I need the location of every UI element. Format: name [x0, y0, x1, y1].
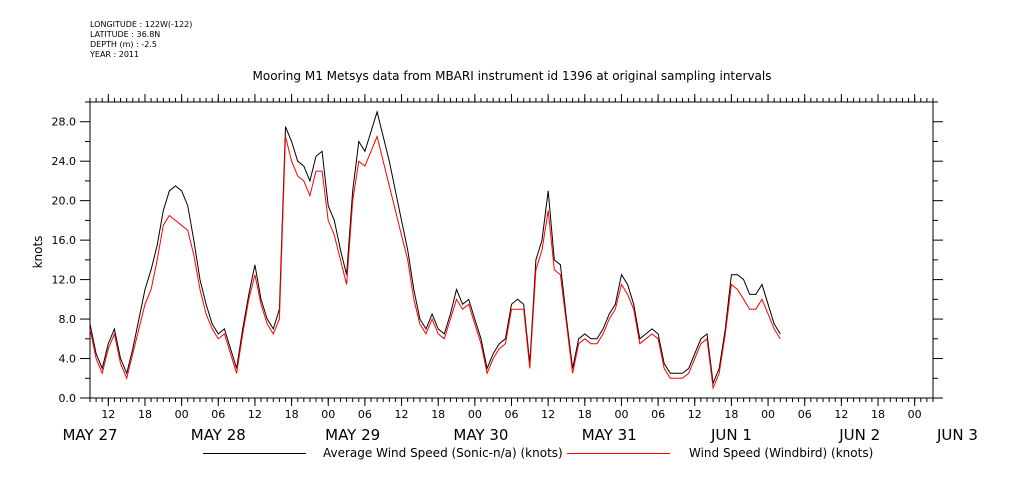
x-date-label: JUN 1 [710, 426, 752, 444]
x-tick-label: 18 [285, 408, 299, 421]
x-date-label: MAY 28 [191, 426, 246, 444]
x-tick-label: 06 [798, 408, 812, 421]
y-axis-label: knots [31, 236, 45, 269]
x-date-label: JUN 3 [936, 426, 978, 444]
depth-text: DEPTH (m) : -2.5 [90, 40, 157, 49]
legend-line-windbird [567, 453, 670, 454]
latitude-text: LATITUDE : 36.8N [90, 30, 161, 39]
x-date-label: MAY 29 [325, 426, 380, 444]
year-text: YEAR : 2011 [90, 50, 140, 59]
x-tick-label: 12 [688, 408, 702, 421]
x-tick-label: 00 [761, 408, 775, 421]
x-tick-label: 12 [101, 408, 115, 421]
x-tick-label: 12 [541, 408, 555, 421]
series-line-windbird [89, 134, 781, 391]
longitude-text: LONGITUDE : 122W(-122) [90, 20, 193, 29]
x-tick-label: 12 [834, 408, 848, 421]
x-tick-label: 06 [358, 408, 372, 421]
x-tick-label: 18 [578, 408, 592, 421]
y-tick-label: 12.0 [52, 274, 77, 287]
x-tick-label: 00 [614, 408, 628, 421]
x-tick-label: 00 [321, 408, 335, 421]
y-tick-label: 0.0 [59, 392, 77, 405]
x-tick-label: 00 [908, 408, 922, 421]
y-tick-label: 8.0 [59, 313, 77, 326]
x-tick-label: 12 [395, 408, 409, 421]
series-layer [89, 110, 781, 391]
x-tick-label: 18 [138, 408, 152, 421]
y-tick-label: 4.0 [59, 353, 77, 366]
x-tick-label: 18 [871, 408, 885, 421]
legend-label-average: Average Wind Speed (Sonic-n/a) (knots) [323, 446, 563, 460]
y-tick-label: 16.0 [52, 234, 77, 247]
x-date-label: JUN 2 [838, 426, 880, 444]
x-date-label: MAY 30 [453, 426, 508, 444]
x-date-label: MAY 27 [62, 426, 117, 444]
x-date-label: MAY 31 [582, 426, 637, 444]
y-tick-label: 24.0 [52, 155, 77, 168]
chart-title: Mooring M1 Metsys data from MBARI instru… [253, 69, 772, 83]
x-tick-label: 18 [724, 408, 738, 421]
series-line-average [89, 110, 781, 386]
legend-label-windbird: Wind Speed (Windbird) (knots) [689, 446, 874, 460]
axis-ticks: 12 18 00 06 12 18 00 06 12 18 00 06 12 18 00 06 12 18 00 06… [52, 94, 978, 444]
x-tick-label: 12 [248, 408, 262, 421]
plot-frame [89, 101, 934, 399]
y-tick-label: 20.0 [52, 195, 77, 208]
y-tick-label: 28.0 [52, 116, 77, 129]
x-tick-label: 06 [505, 408, 519, 421]
x-tick-label: 06 [211, 408, 225, 421]
x-tick-label: 00 [175, 408, 189, 421]
legend-line-average [203, 453, 306, 454]
x-tick-label: 00 [468, 408, 482, 421]
x-tick-label: 18 [431, 408, 445, 421]
legend: Average Wind Speed (Sonic-n/a) (knots) W… [0, 446, 1009, 466]
x-tick-label: 06 [651, 408, 665, 421]
metadata-block: LONGITUDE : 122W(-122) LATITUDE : 36.8N … [90, 20, 192, 60]
